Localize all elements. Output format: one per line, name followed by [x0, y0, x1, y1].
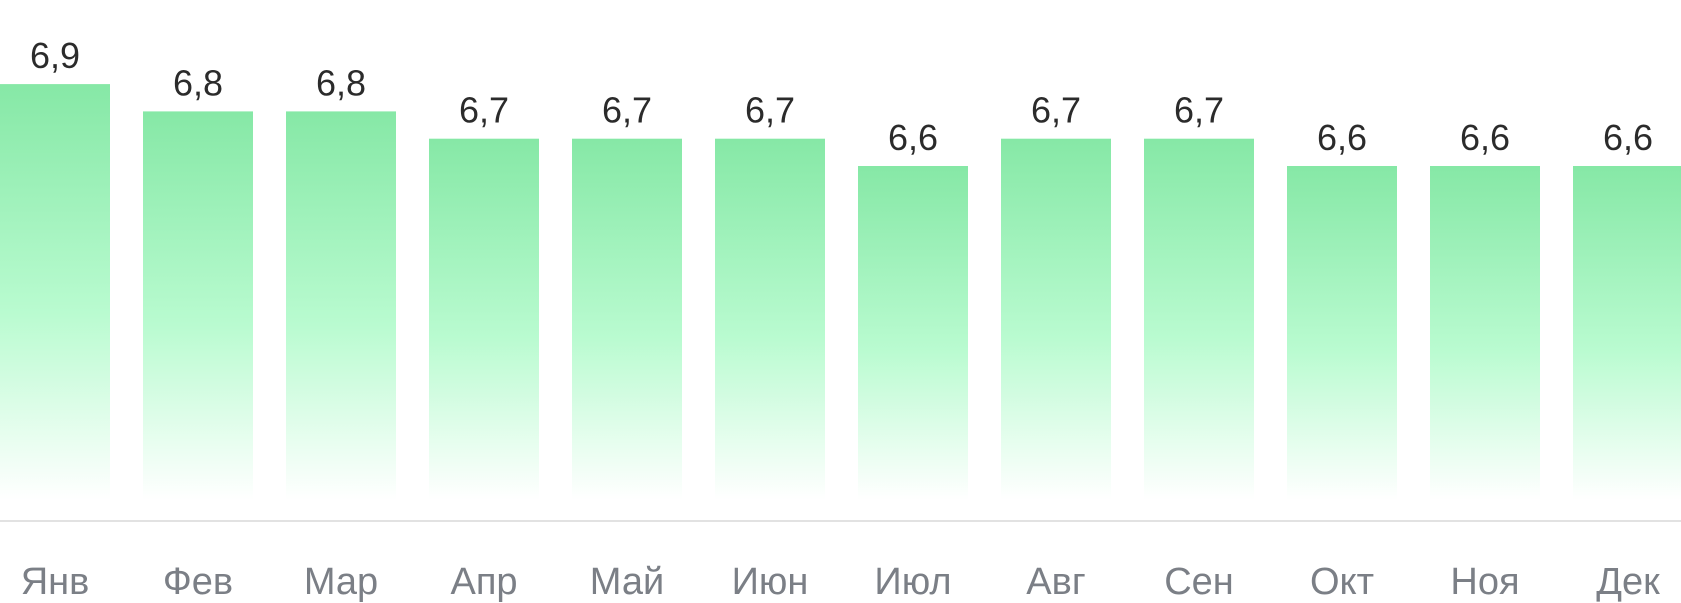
bar-Май [572, 138, 682, 500]
value-label: 6,6 [888, 117, 938, 158]
bar-Фев [143, 111, 253, 501]
value-label: 6,6 [1317, 117, 1367, 158]
category-label: Янв [21, 561, 90, 603]
bar-Окт [1287, 166, 1397, 500]
category-label: Дек [1596, 561, 1660, 603]
value-label: 6,6 [1460, 117, 1510, 158]
category-label: Сен [1164, 561, 1234, 603]
category-label: Апр [450, 561, 517, 603]
category-label: Ноя [1450, 561, 1519, 603]
bar-Ноя [1430, 166, 1540, 500]
value-labels-group: 6,9 6,8 6,8 6,7 6,7 6,7 6,6 6,7 6,7 6,6 6,6 6,6 [30, 35, 1653, 158]
value-label: 6,6 [1603, 117, 1653, 158]
value-label: 6,7 [745, 90, 795, 131]
category-label: Фев [163, 561, 233, 603]
category-label: Авг [1026, 561, 1085, 603]
bar-Июн [715, 138, 825, 500]
value-label: 6,7 [1174, 90, 1224, 131]
category-label: Мар [304, 561, 378, 603]
category-label: Май [590, 561, 664, 603]
bar-Авг [1001, 138, 1111, 500]
bar-Мар [286, 111, 396, 501]
bars-group [0, 84, 1681, 501]
bar-Дек [1573, 166, 1681, 500]
value-label: 6,8 [173, 62, 223, 103]
bar-Сен [1144, 138, 1254, 500]
category-label: Окт [1310, 561, 1374, 603]
bar-Апр [429, 138, 539, 500]
category-labels-group: Янв Фев Мар Апр Май Июн Июл Авг Сен Окт Ноя Дек [21, 561, 1660, 603]
value-label: 6,9 [30, 35, 80, 76]
category-label: Июл [874, 561, 951, 603]
value-label: 6,8 [316, 62, 366, 103]
value-label: 6,7 [602, 90, 652, 131]
value-label: 6,7 [1031, 90, 1081, 131]
category-label: Июн [732, 561, 809, 603]
value-label: 6,7 [459, 90, 509, 131]
bar-Июл [858, 166, 968, 500]
bar-Янв [0, 84, 110, 500]
